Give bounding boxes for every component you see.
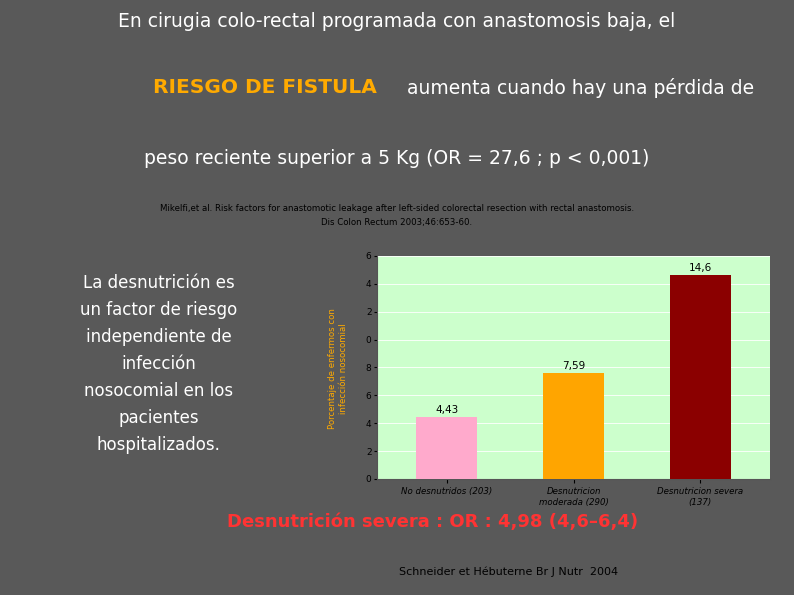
Text: Porcentaje de enfermos con
infección nosocomial: Porcentaje de enfermos con infección nos…	[328, 308, 349, 430]
Text: 14,6: 14,6	[689, 263, 712, 273]
Bar	[543, 373, 604, 479]
Bar	[416, 417, 477, 479]
Text: RIESGO DE FISTULA: RIESGO DE FISTULA	[153, 79, 377, 98]
Text: Desnutrición severa : OR : 4,98 (4,6–6,4): Desnutrición severa : OR : 4,98 (4,6–6,4…	[227, 513, 638, 531]
Bar	[670, 275, 731, 479]
Text: 7,59: 7,59	[562, 361, 585, 371]
Text: En cirugia colo-rectal programada con anastomosis baja, el: En cirugia colo-rectal programada con an…	[118, 12, 676, 31]
Text: La desnutrición es
un factor de riesgo
independiente de
infección
nosocomial en : La desnutrición es un factor de riesgo i…	[80, 274, 237, 455]
Text: Mikelfi,et al. Risk factors for anastomotic leakage after left-sided colorectal : Mikelfi,et al. Risk factors for anastomo…	[160, 204, 634, 227]
Text: aumenta cuando hay una pérdida de: aumenta cuando hay una pérdida de	[401, 79, 754, 98]
Text: peso reciente superior a 5 Kg (OR = 27,6 ; p < 0,001): peso reciente superior a 5 Kg (OR = 27,6…	[145, 149, 649, 168]
Text: Schneider et Hébuterne Br J Nutr  2004: Schneider et Hébuterne Br J Nutr 2004	[399, 566, 618, 577]
Text: 4,43: 4,43	[435, 405, 458, 415]
